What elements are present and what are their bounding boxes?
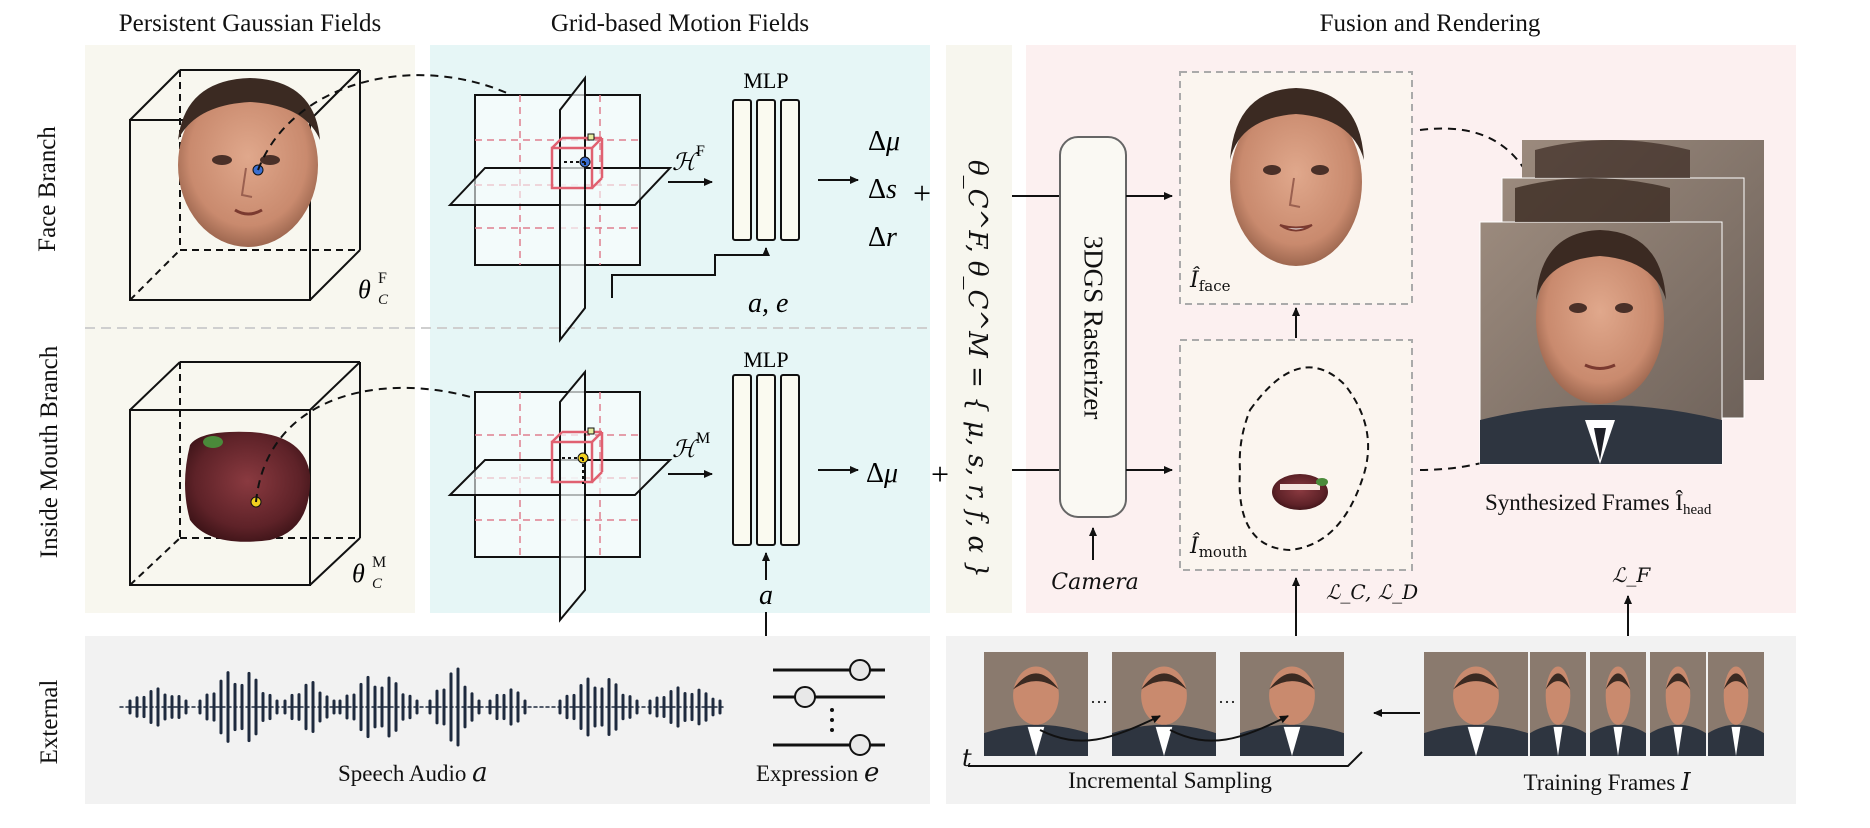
- face-ae-label: a, e: [748, 288, 788, 319]
- expression-label-text: Expression: [756, 761, 859, 786]
- camera-label: Camera: [1051, 570, 1139, 595]
- training-frame: [1708, 652, 1764, 756]
- face-hash-grid: [447, 75, 673, 343]
- sampling-frames: [968, 652, 1363, 767]
- synth-frames-stack: [1479, 140, 1764, 465]
- theta-mouth-sub: C: [372, 576, 383, 592]
- face-render-sub: face: [1198, 277, 1231, 295]
- face-render-label: Îface: [1190, 268, 1230, 295]
- rasterizer-label: 3DGS Rasterizer: [1078, 235, 1109, 420]
- face-render-image: [1230, 88, 1364, 266]
- training-frame: [1424, 652, 1528, 756]
- mouth-output-mu: Δμ: [866, 458, 898, 489]
- speech-waveform-bars: [128, 667, 722, 747]
- loss-f-label: ℒ_F: [1612, 563, 1651, 587]
- svg-text:F: F: [696, 143, 705, 160]
- face-to-synth-curve: [1419, 127, 1555, 259]
- speech-label-var: a: [472, 758, 488, 788]
- face-ae-input-line: [611, 247, 770, 298]
- expression-label-var: e: [863, 758, 880, 788]
- theta-mouth: θ: [352, 559, 365, 588]
- theta-face-sub: C: [378, 292, 389, 308]
- title-motion: Grid-based Motion Fields: [550, 10, 810, 37]
- time-label: t: [962, 744, 972, 772]
- training-frames: [1424, 652, 1764, 756]
- training-label-var: I: [1681, 768, 1691, 796]
- svg-text:M: M: [696, 430, 710, 447]
- face-mlp-label: MLP: [743, 68, 788, 93]
- mouth-render-box: [1179, 339, 1413, 571]
- speech-label-text: Speech Audio: [338, 761, 467, 786]
- mouth-render-sub: mouth: [1198, 543, 1248, 561]
- sampling-frame: [1240, 652, 1344, 756]
- face-hash-label: ℋ: [672, 150, 699, 176]
- expression-sliders: [773, 659, 885, 756]
- theta-face: θ: [358, 275, 371, 304]
- params-label: θ_C^F, θ_C^M = { μ, s, r, f, α }: [962, 160, 992, 578]
- speech-label: Speech Audio a: [338, 758, 538, 788]
- mouth-plus: +: [931, 456, 949, 492]
- training-frame: [1530, 652, 1586, 756]
- loss-cd-label: ℒ_C, ℒ_D: [1326, 580, 1419, 604]
- mouth-render-label: Îmouth: [1190, 534, 1247, 561]
- rasterizer-box: [1059, 136, 1127, 518]
- training-label-text: Training Frames: [1523, 770, 1676, 795]
- mouth-feature-lookup-curve: [255, 386, 573, 503]
- synth-label: Synthesized Frames Îhead: [1485, 490, 1785, 519]
- face-feature-lookup-curve: [257, 74, 576, 171]
- ellipsis-2: ···: [1218, 692, 1236, 712]
- mouth-mlp: [732, 374, 800, 546]
- sampling-frame: [984, 652, 1088, 756]
- theta-face-sup: F: [378, 270, 387, 287]
- training-label: Training Frames I: [1482, 768, 1732, 796]
- mouth-interior-3d: [185, 431, 311, 542]
- external-panel-left: [85, 636, 930, 804]
- mouth-hash-label: ℋ: [672, 437, 699, 463]
- mouth-render-outline: [1238, 366, 1370, 552]
- training-frame: [1590, 652, 1646, 756]
- mouth-render-base: Î: [1190, 534, 1199, 559]
- face-head-3d: [178, 78, 320, 247]
- mouth-render-image: [1272, 474, 1328, 510]
- incremental-label: Incremental Sampling: [1068, 768, 1272, 793]
- expression-label: Expression e: [756, 758, 926, 788]
- training-frame: [1650, 652, 1706, 756]
- face-output-mu: Δμ: [868, 126, 900, 157]
- face-mlp: [732, 99, 800, 241]
- params-panel: [946, 45, 1012, 613]
- theta-mouth-sup: M: [372, 554, 387, 571]
- face-output-r: Δr: [868, 222, 897, 253]
- ellipsis-1: ···: [1090, 692, 1108, 712]
- mouth-mlp-label: MLP: [743, 347, 788, 372]
- mouth-a-label: a: [759, 580, 773, 611]
- title-fusion: Fusion and Rendering: [1319, 10, 1541, 37]
- mouth-hash-grid: [447, 369, 673, 623]
- face-plus: +: [913, 175, 931, 211]
- synth-label-text: Synthesized Frames Î: [1485, 490, 1684, 515]
- synth-label-sub: head: [1683, 502, 1712, 518]
- face-output-s: Δs: [868, 174, 897, 205]
- face-render-base: Î: [1190, 268, 1199, 293]
- title-gaussian: Persistent Gaussian Fields: [118, 10, 382, 37]
- mouth-gaussian-cube: [129, 361, 361, 586]
